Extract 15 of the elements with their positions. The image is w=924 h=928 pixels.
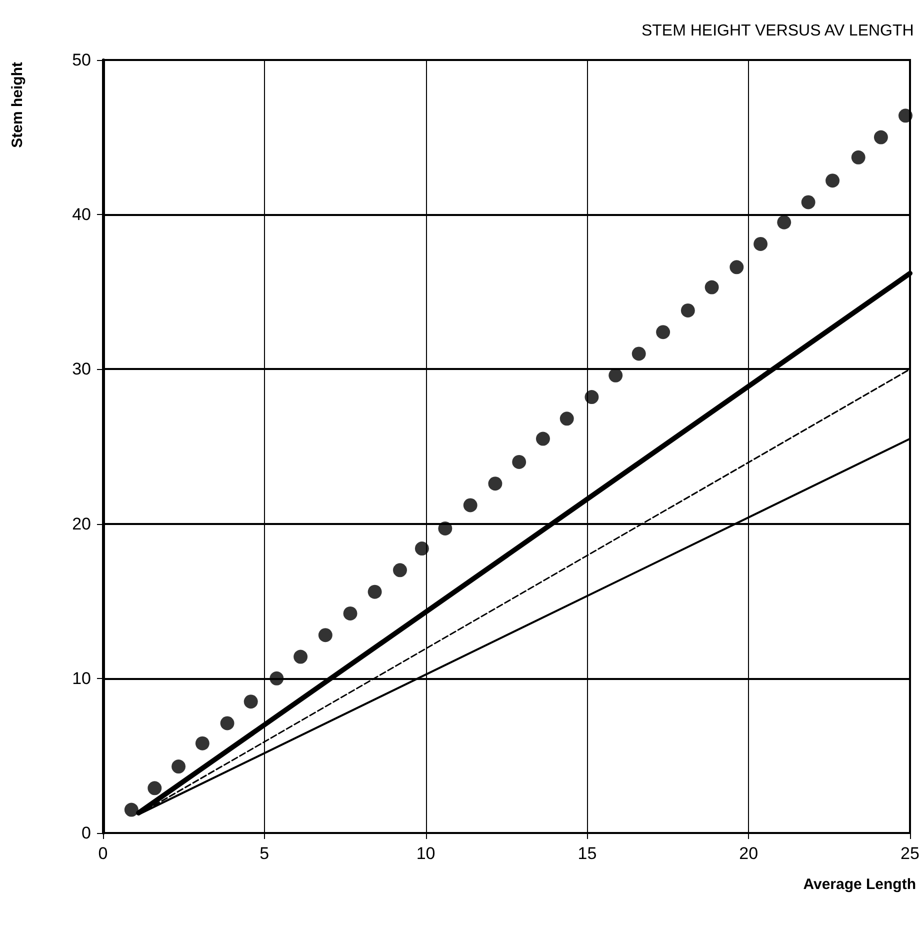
y-tick-label: 10 bbox=[72, 668, 91, 688]
x-tick-label: 5 bbox=[260, 844, 270, 863]
x-tick-label: 15 bbox=[578, 844, 597, 863]
x-tick-label: 25 bbox=[900, 844, 920, 863]
y-axis-title: Stem height bbox=[9, 62, 26, 148]
y-tick-label: 30 bbox=[72, 360, 91, 379]
x-tick-label: 0 bbox=[98, 844, 108, 863]
x-tick-label: 20 bbox=[739, 844, 758, 863]
x-axis-title: Average Length bbox=[803, 876, 916, 893]
y-tick-label: 20 bbox=[72, 514, 91, 534]
chart-title: STEM HEIGHT VERSUS AV LENGTH bbox=[641, 22, 914, 40]
y-tick-label: 50 bbox=[72, 50, 91, 70]
x-tick-label: 10 bbox=[416, 844, 436, 863]
y-tick-label: 0 bbox=[82, 824, 91, 842]
y-tick-label: 40 bbox=[72, 205, 91, 224]
